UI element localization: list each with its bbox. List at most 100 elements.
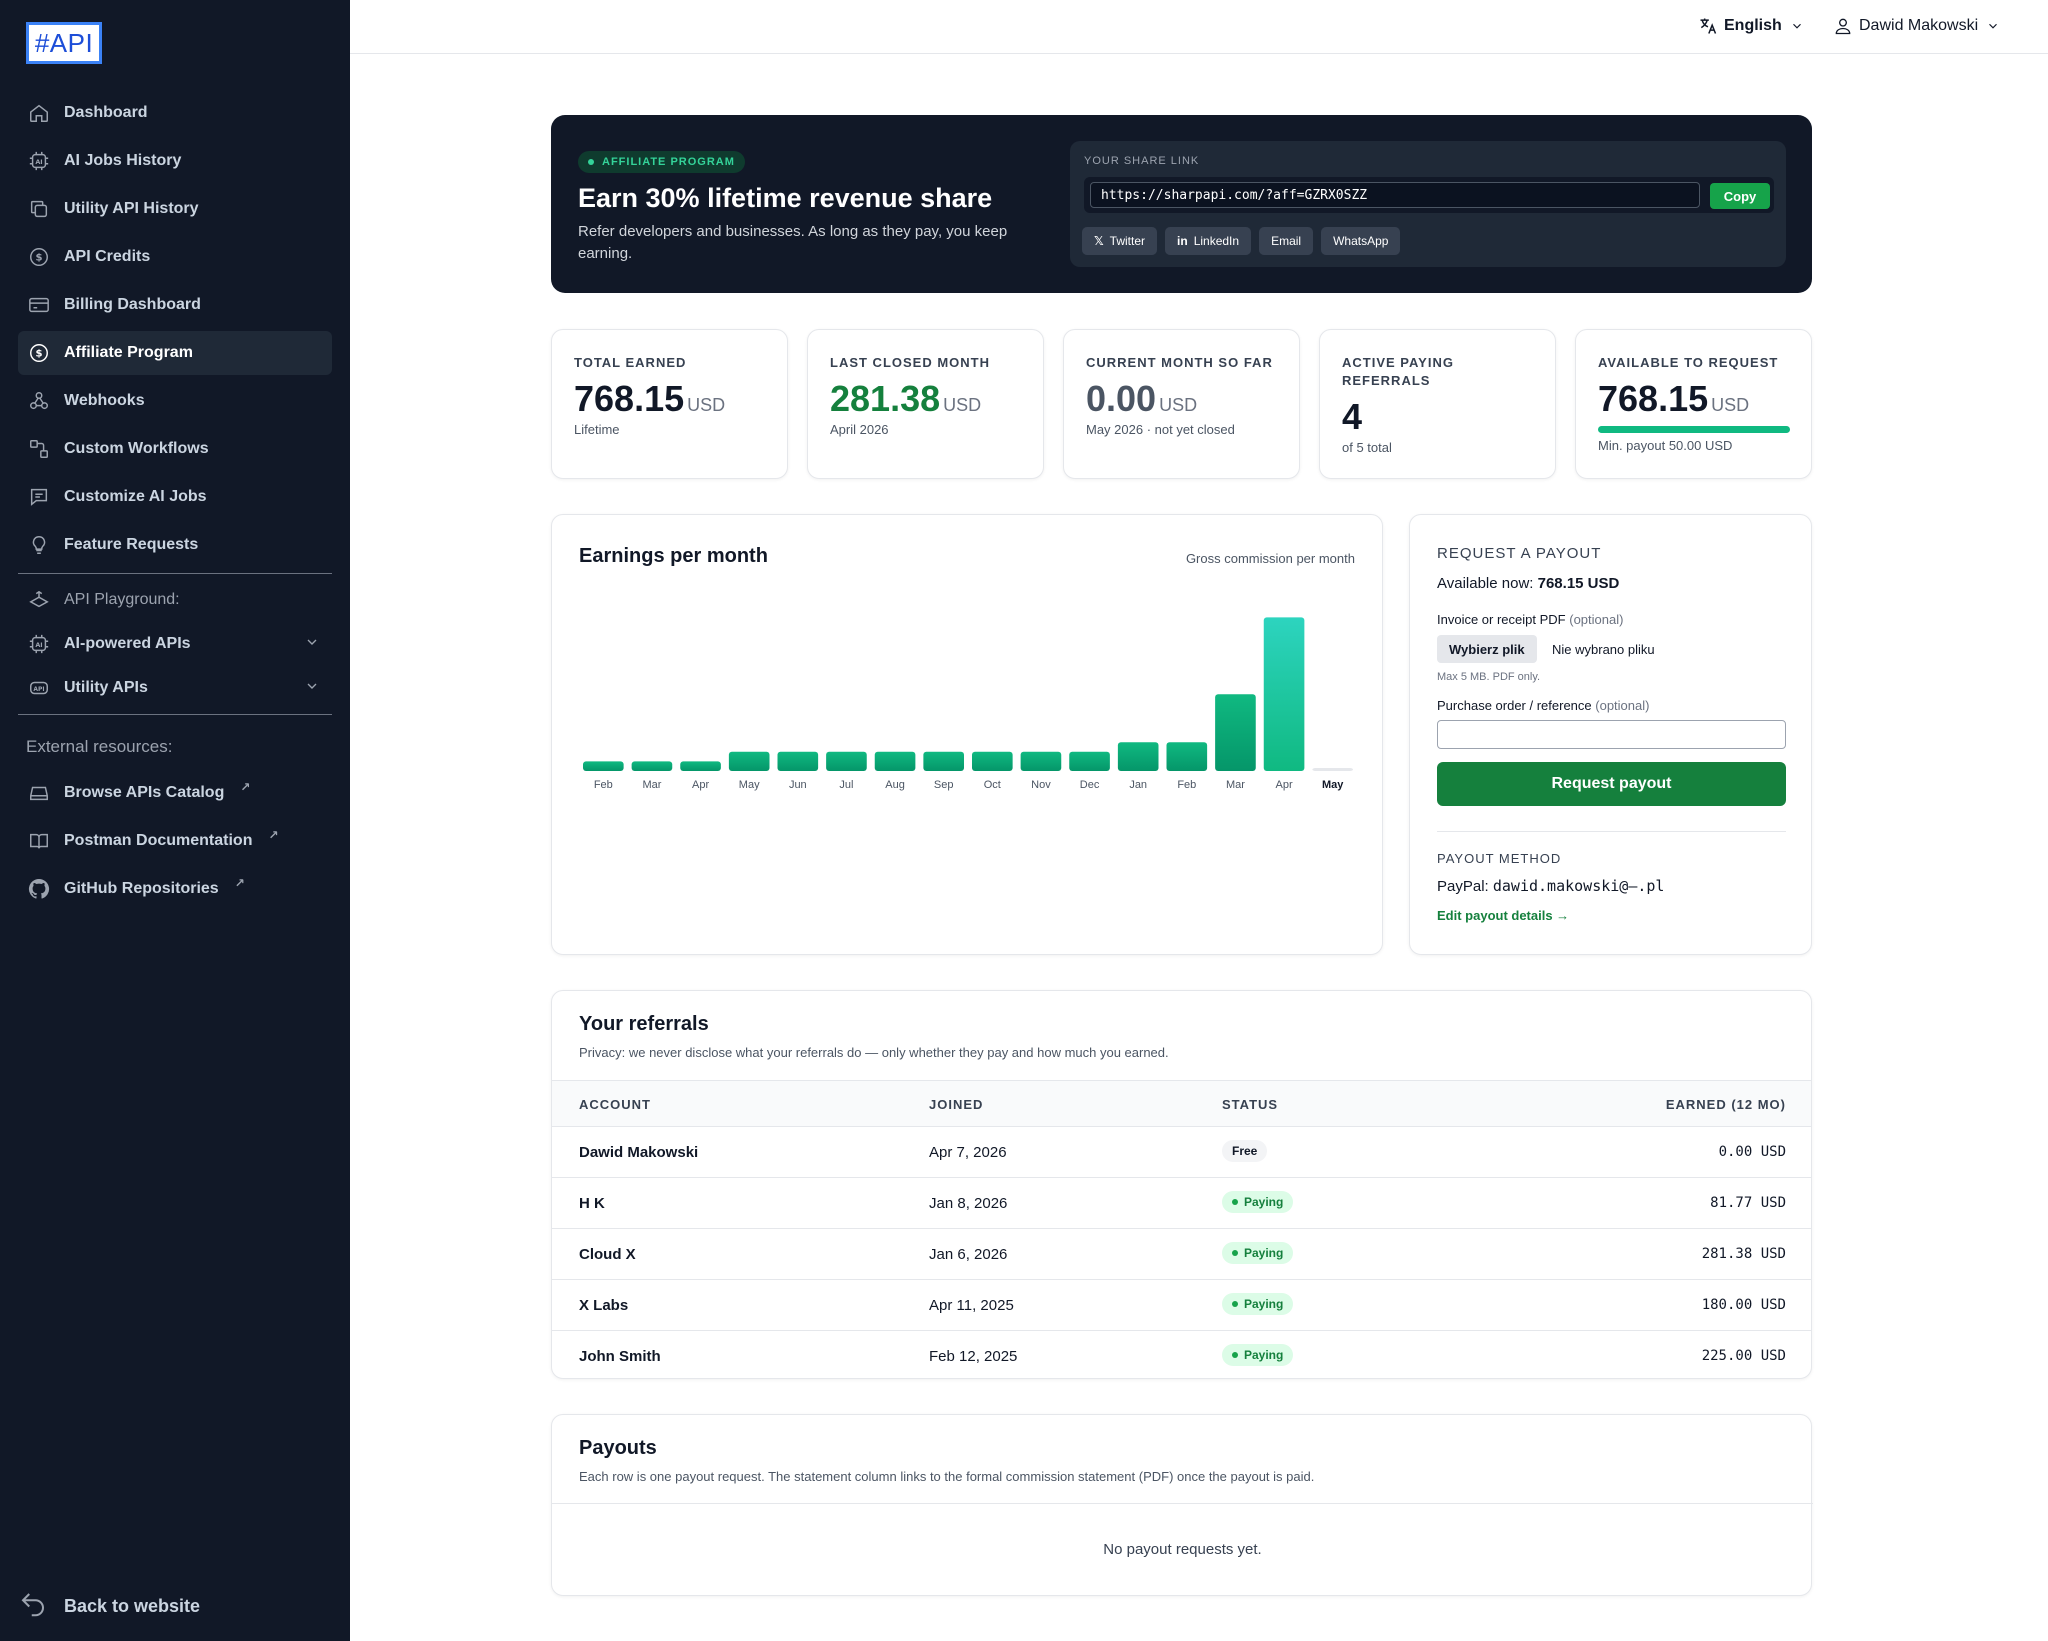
sidebar-item-label: Webhooks <box>64 392 145 409</box>
chart-bar[interactable] <box>1215 694 1256 771</box>
chat-icon <box>26 484 52 510</box>
chart-bar[interactable] <box>826 751 867 771</box>
chart-bar[interactable] <box>680 761 721 771</box>
chart-bar[interactable] <box>1020 751 1062 771</box>
sidebar-item-webhooks[interactable]: Webhooks <box>18 379 332 423</box>
share-linkedin-button[interactable]: in LinkedIn <box>1165 227 1252 255</box>
sidebar-item-api-credits[interactable]: $ API Credits <box>18 235 332 279</box>
chart-bar[interactable] <box>583 761 624 771</box>
cell-joined: Jan 8, 2026 <box>929 1195 1008 1212</box>
chart-bar[interactable] <box>874 751 916 771</box>
edit-payout-details-link[interactable]: Edit payout details → <box>1437 908 1570 923</box>
cell-earned: 225.00 USD <box>1701 1348 1786 1364</box>
sidebar-divider <box>18 573 332 574</box>
chart-bar[interactable] <box>972 751 1013 771</box>
chevron-down-icon[interactable] <box>304 634 320 655</box>
status-dot <box>588 159 594 165</box>
sidebar-item-customize-ai-jobs[interactable]: Customize AI Jobs <box>18 475 332 519</box>
user-menu[interactable]: Dawid Makowski <box>1833 16 2006 36</box>
sidebar-item-dashboard[interactable]: Dashboard <box>18 91 332 135</box>
copy-button[interactable]: Copy <box>1710 183 1770 209</box>
sidebar-item-affiliate-program[interactable]: $ Affiliate Program <box>18 331 332 375</box>
cell-account: H K <box>579 1195 605 1212</box>
stat-label: AVAILABLE TO REQUEST <box>1598 355 1779 370</box>
invoice-label: Invoice or receipt PDF (optional) <box>1437 612 1624 627</box>
referrals-card: Your referrals Privacy: we never disclos… <box>551 990 1812 1379</box>
language-selector[interactable]: English <box>1698 16 1810 36</box>
copy-icon <box>26 196 52 222</box>
chart-tick-label: May <box>1322 779 1344 791</box>
chart-bar[interactable] <box>1117 742 1159 771</box>
sidebar-item-feature-requests[interactable]: Feature Requests <box>18 523 332 567</box>
sidebar-item-utility-api-history[interactable]: Utility API History <box>18 187 332 231</box>
sidebar-item-label: Billing Dashboard <box>64 296 201 313</box>
api-chip-icon: API <box>26 675 52 701</box>
sidebar-group-utility-apis[interactable]: API Utility APIs <box>18 666 332 710</box>
stat-card-available-to-request: AVAILABLE TO REQUEST 768.15 USD Min. payo… <box>1575 329 1812 479</box>
playground-icon <box>26 587 52 613</box>
payouts-empty-state: No payout requests yet. <box>1103 1541 1262 1558</box>
external-link-icon: ↗ <box>268 828 279 842</box>
chart-tick-label: May <box>739 779 760 791</box>
stat-value: 768.15 USD <box>1598 378 1750 419</box>
cell-account: John Smith <box>579 1348 661 1365</box>
available-now: Available now: 768.15 USD <box>1437 575 1620 592</box>
chevron-down-icon[interactable] <box>304 678 320 699</box>
top-bar: English Dawid Makowski <box>350 0 2048 54</box>
lightbulb-icon <box>26 532 52 558</box>
chart-tick-label: Mar <box>1226 779 1245 791</box>
purchase-order-label: Purchase order / reference (optional) <box>1437 698 1650 713</box>
sidebar-item-custom-workflows[interactable]: Custom Workflows <box>18 427 332 471</box>
payouts-title: Payouts <box>579 1437 657 1459</box>
divider <box>1437 831 1786 832</box>
payouts-card: Payouts Each row is one payout request. … <box>551 1414 1813 1596</box>
earnings-chart: Feb Mar Apr May Jun Jul Aug Sep Oct Nov Dec Jan Feb M… <box>583 617 1353 791</box>
sidebar-group-ai-powered-apis[interactable]: AI AI-powered APIs <box>18 622 332 666</box>
purchase-order-input[interactable] <box>1437 720 1786 749</box>
home-icon <box>26 100 52 126</box>
sidebar-item-label: Custom Workflows <box>64 440 209 457</box>
share-whatsapp-button[interactable]: WhatsApp <box>1321 227 1401 255</box>
cell-joined: Apr 7, 2026 <box>929 1144 1007 1161</box>
cell-joined: Feb 12, 2025 <box>929 1348 1018 1365</box>
stat-label: LAST CLOSED MONTH <box>830 355 990 370</box>
github-icon <box>26 876 52 902</box>
chart-bar[interactable] <box>923 751 964 771</box>
sidebar-item-label: API Credits <box>64 248 151 265</box>
back-to-website-link[interactable]: Back to website <box>18 1588 200 1624</box>
share-link-input[interactable]: https://sharpapi.com/?aff=GZRX0SZZ <box>1090 182 1700 208</box>
share-email-button[interactable]: Email <box>1259 227 1314 255</box>
sidebar-group-label: AI-powered APIs <box>64 635 191 652</box>
chart-bar[interactable] <box>1312 768 1353 771</box>
sidebar-item-github-repositories[interactable]: GitHub Repositories ↗ <box>18 867 332 911</box>
chart-bar[interactable] <box>1069 751 1110 771</box>
svg-text:API: API <box>33 686 44 693</box>
divider <box>552 1503 1813 1504</box>
table-row: X Labs Apr 11, 2025 Paying 180.00 USD <box>552 1279 1811 1331</box>
chart-tick-label: Nov <box>1031 779 1051 791</box>
request-payout-button[interactable]: Request payout <box>1437 762 1786 806</box>
chart-bar[interactable] <box>631 761 673 771</box>
referrals-title: Your referrals <box>579 1013 709 1035</box>
stat-note: April 2026 <box>830 422 889 437</box>
logo[interactable]: #API <box>26 22 102 64</box>
column-header: EARNED (12 MO) <box>1665 1097 1786 1112</box>
sidebar-item-browse-apis-catalog[interactable]: Browse APIs Catalog ↗ <box>18 771 332 815</box>
svg-text:AI: AI <box>35 641 42 649</box>
chart-bar[interactable] <box>728 751 770 771</box>
cell-account: Cloud X <box>579 1246 636 1263</box>
share-twitter-button[interactable]: 𝕏 Twitter <box>1082 227 1158 255</box>
cell-earned: 81.77 USD <box>1710 1195 1786 1211</box>
sidebar-item-billing-dashboard[interactable]: Billing Dashboard <box>18 283 332 327</box>
stat-label: ACTIVE PAYING REFERRALS <box>1342 355 1454 388</box>
chart-bar[interactable] <box>1166 742 1208 771</box>
chart-bar[interactable] <box>1263 617 1305 771</box>
status-badge: Paying <box>1222 1344 1294 1366</box>
x-icon: 𝕏 <box>1094 234 1104 248</box>
sidebar-item-ai-jobs-history[interactable]: AI AI Jobs History <box>18 139 332 183</box>
stat-value: 0.00 USD <box>1086 378 1198 419</box>
chart-tick-label: Apr <box>692 779 709 791</box>
chart-bar[interactable] <box>777 751 819 771</box>
choose-file-button[interactable]: Wybierz plik <box>1437 635 1537 663</box>
sidebar-item-postman-documentation[interactable]: Postman Documentation ↗ <box>18 819 332 863</box>
